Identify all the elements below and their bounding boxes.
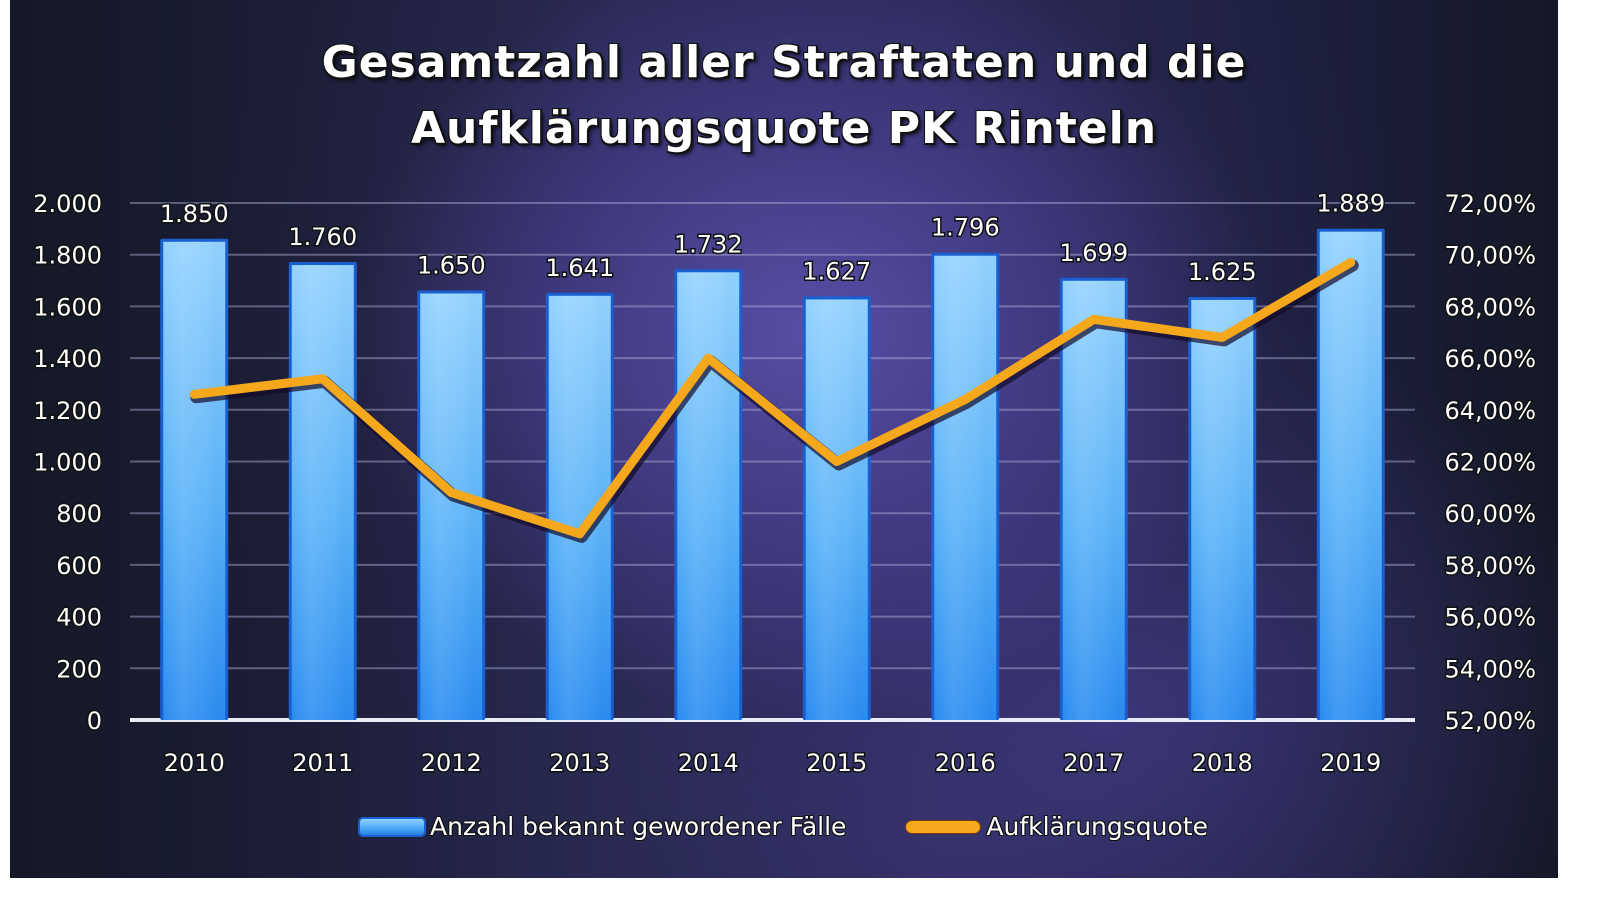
chart-title-line-1: Gesamtzahl aller Straftaten und die [321, 37, 1247, 88]
bar[interactable] [288, 262, 357, 720]
x-axis-tick-label: 2016 [935, 749, 996, 777]
bar-data-labels: 1.850 1.760 1.650 1.641 1.732 1.627 1.796 1.699… [158, 188, 1386, 287]
bar-value-label: 1.641 [545, 254, 614, 282]
right-axis-tick-label: 56,00% [1444, 604, 1536, 632]
bar[interactable] [674, 269, 743, 720]
left-axis-tick-label: 600 [56, 552, 102, 580]
x-axis-tick-label: 2011 [292, 749, 353, 777]
bar[interactable] [1188, 296, 1257, 720]
x-axis-tick-label: 2018 [1192, 749, 1253, 777]
right-axis-tick-label: 64,00% [1444, 397, 1536, 425]
clearance-rate-line[interactable] [189, 257, 1356, 539]
bar-value-label: 1.625 [1188, 258, 1257, 286]
left-axis-tick-label: 400 [56, 604, 102, 632]
bar-value-label: 1.699 [1059, 239, 1128, 267]
bar-value-label: 1.850 [160, 200, 229, 228]
bar-value-label: 1.889 [1316, 190, 1385, 218]
bar-value-label: 1.760 [288, 223, 357, 251]
legend-label-bars: Anzahl bekannt gewordener Fälle [430, 812, 847, 841]
right-axis-tick-label: 62,00% [1444, 449, 1536, 477]
right-y-axis: 72,00% 70,00% 68,00% 66,00% 64,00% 62,00% 60,0… [1443, 189, 1538, 737]
x-axis-tick-label: 2015 [806, 749, 867, 777]
chart-title: Gesamtzahl aller Straftaten und die Aufk… [0, 30, 1568, 162]
left-axis-tick-label: 800 [56, 500, 102, 528]
legend: Anzahl bekannt gewordener Fälle Aufkläru… [0, 812, 1568, 841]
x-axis-tick-label: 2010 [164, 749, 225, 777]
bar[interactable] [802, 296, 871, 720]
right-axis-tick-label: 54,00% [1444, 655, 1536, 683]
left-axis-tick-label: 1.800 [33, 242, 102, 270]
left-axis-tick-label: 0 [87, 707, 102, 735]
x-axis-tick-label: 2019 [1320, 749, 1381, 777]
left-axis-tick-label: 1.400 [33, 345, 102, 373]
left-axis-tick-label: 1.200 [33, 397, 102, 425]
right-axis-tick-label: 66,00% [1444, 345, 1536, 373]
right-axis-tick-label: 60,00% [1444, 500, 1536, 528]
right-axis-tick-label: 70,00% [1444, 242, 1536, 270]
bar-value-label: 1.796 [931, 214, 1000, 242]
line-series [189, 257, 1359, 543]
bar-value-label: 1.732 [674, 230, 743, 258]
left-axis-tick-label: 200 [56, 655, 102, 683]
x-axis-tick-label: 2014 [678, 749, 739, 777]
chart-background [10, 0, 1558, 878]
bar-series [160, 228, 1385, 721]
bar[interactable] [1059, 277, 1128, 720]
bar[interactable] [160, 238, 229, 720]
chart-title-line-2: Aufklärungsquote PK Rinteln [410, 103, 1158, 154]
legend-label-line: Aufklärungsquote [986, 812, 1208, 841]
right-axis-tick-label: 58,00% [1444, 552, 1536, 580]
bar-swatch-icon [360, 818, 425, 835]
left-axis-tick-label: 1.000 [33, 449, 102, 477]
right-axis-tick-label: 68,00% [1444, 293, 1536, 321]
x-axis-tick-label: 2017 [1063, 749, 1124, 777]
left-axis-tick-label: 2.000 [33, 190, 102, 218]
right-axis-tick-label: 52,00% [1444, 707, 1536, 735]
bar-value-label: 1.627 [802, 257, 871, 285]
x-axis-tick-label: 2013 [549, 749, 610, 777]
left-axis-tick-label: 1.600 [33, 293, 102, 321]
bar[interactable] [931, 252, 1000, 720]
line-swatch-icon [906, 820, 981, 833]
legend-item-bars[interactable]: Anzahl bekannt gewordener Fälle [360, 812, 846, 841]
x-axis-tick-label: 2012 [421, 749, 482, 777]
x-axis: 2010 2011 2012 2013 2014 2015 2016 2017 2018 2019 [162, 748, 1383, 779]
bar-value-label: 1.650 [417, 251, 486, 279]
left-y-axis: 2.000 1.800 1.600 1.400 1.200 1.000 800 600 400 2… [32, 189, 104, 737]
bar[interactable] [1316, 228, 1385, 721]
right-axis-tick-label: 72,00% [1444, 190, 1536, 218]
legend-item-line[interactable]: Aufklärungsquote [906, 812, 1208, 841]
